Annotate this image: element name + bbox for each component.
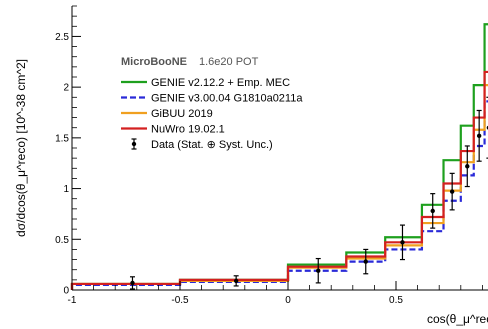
x-tick-label: 0 bbox=[285, 295, 291, 306]
data-marker bbox=[130, 280, 135, 286]
data-point bbox=[129, 276, 135, 290]
data-marker bbox=[465, 164, 470, 169]
data-marker bbox=[449, 189, 455, 194]
legend-entry-data: Data (Stat. ⊕ Syst. Unc.) bbox=[131, 138, 273, 151]
data-marker bbox=[476, 133, 482, 139]
data-points-layer bbox=[129, 96, 488, 290]
y-tick-label: 1 bbox=[63, 184, 69, 195]
y-tick-label: 2.5 bbox=[55, 32, 69, 43]
ticks-layer: 0 0.5 1 1.5 2 2.5 -1 -0.5 0 0.5 bbox=[55, 5, 483, 306]
data-point bbox=[476, 109, 482, 162]
legend-entry: GiBUU 2019 bbox=[121, 108, 213, 120]
data-point bbox=[363, 248, 369, 275]
data-point bbox=[464, 145, 470, 188]
legend: MicroBooNE 1.6e20 POT GENIE v2.12.2 + Em… bbox=[121, 56, 303, 151]
legend-label: GiBUU 2019 bbox=[151, 108, 213, 120]
data-point bbox=[233, 275, 239, 287]
legend-data-marker bbox=[131, 141, 137, 147]
data-point bbox=[430, 193, 436, 229]
series-line-4 bbox=[70, 70, 488, 290]
legend-label: GENIE v2.12.2 + Emp. MEC bbox=[151, 77, 290, 89]
legend-label: NuWro 19.02.1 bbox=[151, 124, 225, 136]
y-tick-label: 2 bbox=[63, 83, 69, 94]
legend-entry: GENIE v3.00.04 G1810a0211a bbox=[121, 93, 303, 105]
data-point bbox=[399, 224, 405, 261]
data-marker bbox=[316, 268, 321, 273]
y-axis-title: dσ/dcos(θ_μ^reco) [10^-38 cm^2] bbox=[14, 59, 28, 237]
data-marker bbox=[233, 278, 239, 284]
legend-header-experiment: MicroBooNE bbox=[121, 56, 187, 68]
legend-entry: NuWro 19.02.1 bbox=[121, 124, 225, 136]
x-tick-label: -1 bbox=[68, 295, 77, 306]
x-axis-title: cos(θ_μ^reco) bbox=[427, 312, 488, 326]
legend-label: Data (Stat. ⊕ Syst. Unc.) bbox=[151, 139, 273, 151]
legend-entry: GENIE v2.12.2 + Emp. MEC bbox=[121, 77, 290, 89]
y-tick-label: 1.5 bbox=[55, 133, 69, 144]
legend-header-exposure: 1.6e20 POT bbox=[199, 56, 259, 68]
data-marker bbox=[430, 208, 435, 214]
series-layer bbox=[70, 23, 488, 290]
data-marker bbox=[400, 240, 405, 245]
data-point bbox=[449, 172, 455, 211]
y-tick-label: 0 bbox=[63, 286, 69, 297]
data-marker bbox=[363, 259, 368, 264]
legend-label: GENIE v3.00.04 G1810a0211a bbox=[151, 93, 303, 105]
y-tick-label: 0.5 bbox=[55, 235, 69, 246]
x-tick-label: -0.5 bbox=[171, 295, 189, 306]
data-point bbox=[315, 257, 321, 284]
x-tick-label: 0.5 bbox=[389, 295, 403, 306]
legend-entries: GENIE v2.12.2 + Emp. MEC GENIE v3.00.04 G… bbox=[121, 77, 303, 151]
